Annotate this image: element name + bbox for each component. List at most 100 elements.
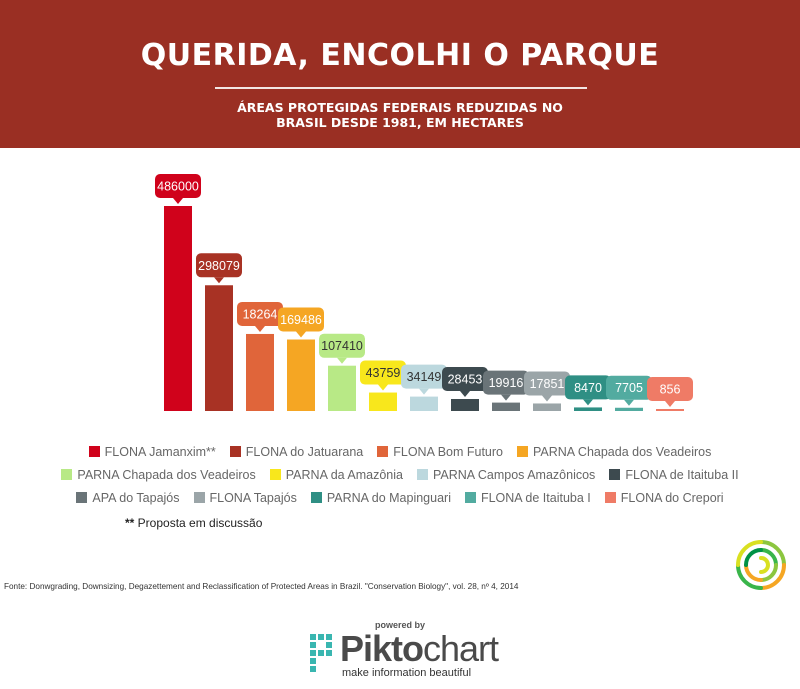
legend-swatch [88,446,100,457]
legend-row: APA do Tapajós FLONA Tapajós PARNA do Mapi… [0,486,800,509]
data-label-bubble [278,307,324,332]
data-label-pointer [501,394,511,401]
data-label-bubble [606,375,652,400]
bar [656,409,684,411]
data-label-pointer [460,390,470,397]
piktochart-logo-icon [310,634,332,672]
bar-group: 8470 [565,375,611,411]
legend-label: PARNA Campos Amazônicos [432,467,596,482]
legend-item: FLONA de Itaituba II [609,467,739,482]
legend-swatch [310,492,322,503]
legend-swatch [604,492,616,503]
data-label-pointer [665,401,675,407]
bar [574,407,602,411]
data-label-pointer [624,399,634,406]
piktochart-wordmark: Piktochart [340,628,499,670]
legend-item: PARNA da Amazônia [269,467,403,482]
data-label: 169486 [280,313,322,327]
bar [410,396,438,411]
data-label-pointer [214,277,224,284]
bar [369,392,397,411]
wordmark-b: chart [423,628,499,669]
legend-swatch [61,469,73,480]
data-label-bubble [196,253,242,278]
legend-row: FLONA Jamanxim** FLONA do Jatuarana FLONA … [0,440,800,463]
bar-group: 19916 [483,370,529,411]
legend-swatch [609,469,621,480]
data-label-bubble [237,301,283,326]
piktochart-tagline: make information beautiful [342,667,472,679]
chart-legend: FLONA Jamanxim** FLONA do Jatuarana FLONA … [0,440,800,509]
spiral-logo-icon [736,540,786,590]
bar-group: 34149 [401,364,447,411]
data-label: 7705 [615,381,643,395]
footnote: ** Proposta em discussão [125,516,262,530]
data-label-bubble [401,364,447,389]
footnote-text: Proposta em discussão [134,516,263,530]
legend-swatch [377,446,389,457]
bar-group: 169486 [278,307,324,411]
legend-label: FLONA de Itaituba II [625,467,739,482]
data-label: 18264 [243,307,278,321]
legend-swatch [464,492,476,503]
legend-item: FLONA de Itaituba I [464,490,591,505]
data-label-pointer [419,388,429,395]
data-label: 19916 [489,376,524,390]
data-label: 43759 [366,366,401,380]
data-label-bubble [155,174,201,198]
legend-item: FLONA Jamanxim** [88,444,216,459]
data-label-pointer [296,331,306,338]
legend-item: FLONA do Jatuarana [229,444,364,459]
bar [328,365,356,411]
bar [287,339,315,411]
data-label-pointer [542,395,552,402]
data-label: 298079 [198,259,240,273]
bar-group: 298079 [196,253,242,411]
bar-group: 43759 [360,360,406,411]
legend-item: FLONA Bom Futuro [377,445,503,459]
legend-label: PARNA da Amazônia [285,467,403,482]
legend-label: PARNA Chapada dos Veadeiros [533,444,712,459]
bar [205,285,233,411]
footnote-mark: ** [125,516,135,530]
legend-swatch [269,469,281,480]
bar-group: 18264 [237,301,283,411]
bar-group: 486000 [155,174,201,411]
data-label-pointer [173,198,183,204]
bar [533,403,561,411]
subtitle-line-2: BRASIL DESDE 1981, EM HECTARES [276,115,524,130]
legend-label: FLONA Bom Futuro [393,444,503,459]
data-label-pointer [337,357,347,364]
legend-label: PARNA Chapada dos Veadeiros [77,467,256,482]
legend-item: PARNA Campos Amazônicos [416,467,596,482]
data-label: 107410 [321,339,363,353]
legend-label: FLONA Jamanxim** [104,444,216,459]
bar [246,333,274,411]
data-label: 34149 [407,370,442,384]
legend-label: PARNA do Mapinguari [326,490,451,505]
legend-item: FLONA do Crepori [604,490,724,505]
data-label-pointer [255,325,265,332]
legend-label: FLONA do Crepori [620,490,724,505]
powered-by-label: powered by [374,620,425,630]
legend-swatch [229,446,241,457]
legend-swatch [193,492,205,503]
bar [492,402,520,411]
bar [615,407,643,411]
data-label: 856 [660,383,681,397]
data-label-pointer [583,399,593,406]
bar [164,206,192,411]
data-label: 28453 [448,372,483,386]
data-label-bubble [360,360,406,385]
bar-group: 107410 [319,333,365,411]
data-label-bubble [319,333,365,358]
bar-group: 28453 [442,366,488,411]
legend-label: FLONA Tapajós [209,490,297,505]
legend-label: FLONA do Jatuarana [245,444,364,459]
legend-label: FLONA de Itaituba I [480,490,591,505]
header-banner: QUERIDA, ENCOLHI O PARQUE ÁREAS PROTEGID… [0,0,800,148]
bar-group: 17851 [524,371,570,411]
legend-item: PARNA Chapada dos Veadeiros [517,445,711,459]
bar [451,398,479,411]
